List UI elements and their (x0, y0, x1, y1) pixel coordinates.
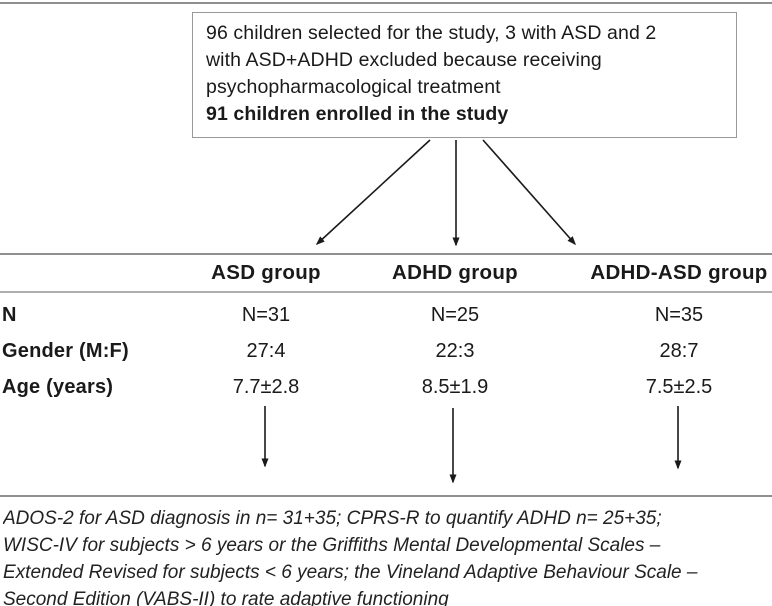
enrollment-bold-line: 91 children enrolled in the study (206, 103, 509, 125)
cell-gender-adhd: 22:3 (435, 339, 475, 362)
row-label-gender: Gender (M:F) (2, 339, 129, 362)
cell-age-asd: 7.7±2.8 (232, 375, 300, 398)
cell-gender-asd: 27:4 (246, 339, 286, 362)
row-label-n: N (2, 303, 17, 326)
column-header-asd-group: ASD group (211, 261, 321, 284)
table-row-age: Age (years) 7.7±2.8 8.5±1.9 7.5±2.5 (0, 369, 772, 405)
table-bottom-divider (0, 495, 772, 497)
group-table: ASD group ADHD group ADHD-ASD group N N=… (0, 253, 772, 405)
table-row-gender: Gender (M:F) 27:4 22:3 28:7 (0, 333, 772, 369)
cell-n-adhd: N=25 (430, 303, 480, 326)
arrow-to-asd-group-icon (315, 139, 431, 246)
cell-gender-adhd-asd: 28:7 (659, 339, 699, 362)
enrollment-text-line-3: psychopharmacological treatment (206, 76, 501, 98)
cell-n-asd: N=31 (241, 303, 291, 326)
row-label-age: Age (years) (2, 375, 114, 398)
cell-age-adhd: 8.5±1.9 (421, 375, 489, 398)
cell-n-adhd-asd: N=35 (654, 303, 704, 326)
footnote-line-1: ADOS-2 for ASD diagnosis in n= 31+35; CP… (3, 508, 662, 529)
cell-age-adhd-asd: 7.5±2.5 (645, 375, 713, 398)
footnote-line-2: WISC-IV for subjects > 6 years or the Gr… (3, 535, 661, 556)
top-divider (0, 2, 772, 4)
table-header-row: ASD group ADHD group ADHD-ASD group (0, 255, 772, 293)
footnote-line-4: Second Edition (VABS-II) to rate adaptiv… (3, 589, 449, 606)
arrow-to-adhd-asd-group-icon (482, 139, 576, 246)
enrollment-text-line-2: with ASD+ADHD excluded because receiving (206, 49, 602, 71)
enrollment-text-line-1: 96 children selected for the study, 3 wi… (206, 22, 657, 44)
column-header-adhd-group: ADHD group (392, 261, 518, 284)
column-header-adhd-asd-group: ADHD-ASD group (590, 261, 768, 284)
footnote-line-3: Extended Revised for subjects < 6 years;… (3, 562, 698, 583)
table-row-n: N N=31 N=25 N=35 (0, 297, 772, 333)
footnote: ADOS-2 for ASD diagnosis in n= 31+35; CP… (0, 505, 772, 606)
enrollment-box: 96 children selected for the study, 3 wi… (192, 12, 737, 138)
table-body: N N=31 N=25 N=35 Gender (M:F) 27:4 22:3 … (0, 293, 772, 405)
